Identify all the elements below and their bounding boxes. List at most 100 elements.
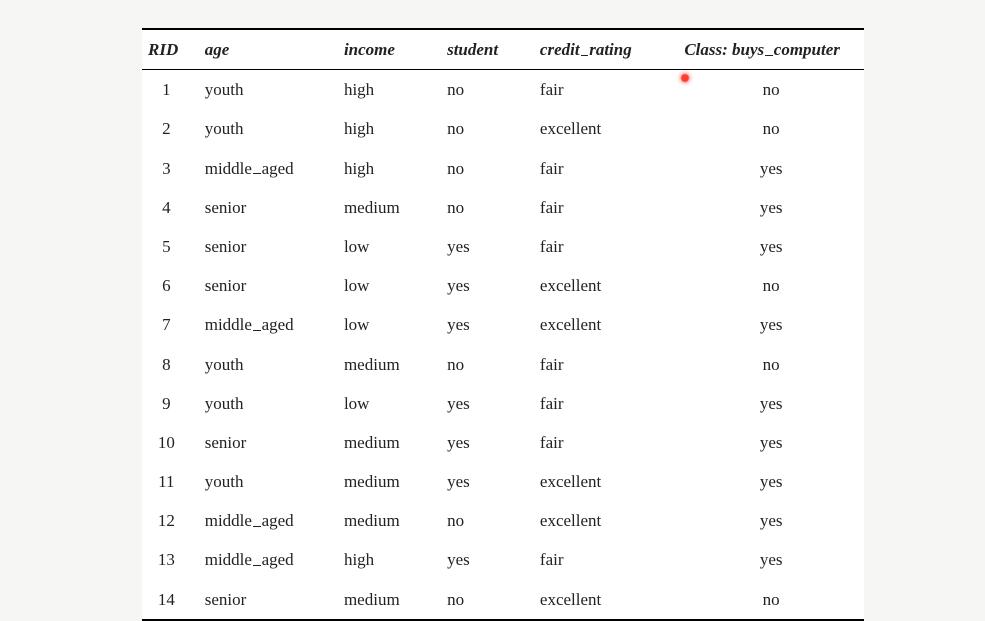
cell-student: yes: [441, 384, 534, 423]
col-header-age: age: [199, 30, 338, 70]
cell-income: medium: [338, 501, 441, 540]
table-row: 8youthmediumnofairno: [142, 345, 864, 384]
table-row: 12middleagedmediumnoexcellentyes: [142, 501, 864, 540]
cell-income: medium: [338, 580, 441, 619]
cell-income: medium: [338, 345, 441, 384]
table-row: 2youthhighnoexcellentno: [142, 109, 864, 148]
cell-credit: excellent: [534, 305, 678, 344]
col-header-student: student: [441, 30, 534, 70]
cell-age: youth: [199, 70, 338, 110]
cell-income: low: [338, 384, 441, 423]
cell-age: middleaged: [199, 501, 338, 540]
cell-class: yes: [678, 423, 864, 462]
cell-class: yes: [678, 188, 864, 227]
cell-rid: 14: [142, 580, 199, 619]
cell-class: yes: [678, 462, 864, 501]
cell-class: no: [678, 109, 864, 148]
cell-class: no: [678, 266, 864, 305]
cell-class: no: [678, 70, 864, 110]
cell-income: low: [338, 227, 441, 266]
table-row: 13middleagedhighyesfairyes: [142, 540, 864, 579]
cell-income: high: [338, 149, 441, 188]
cell-student: no: [441, 580, 534, 619]
cell-age: youth: [199, 345, 338, 384]
table-row: 6seniorlowyesexcellentno: [142, 266, 864, 305]
cell-rid: 9: [142, 384, 199, 423]
cell-class: yes: [678, 305, 864, 344]
cell-age: senior: [199, 266, 338, 305]
table-row: 14seniormediumnoexcellentno: [142, 580, 864, 619]
cell-age: youth: [199, 462, 338, 501]
cell-rid: 12: [142, 501, 199, 540]
cell-credit: fair: [534, 188, 678, 227]
cell-rid: 6: [142, 266, 199, 305]
cell-credit: excellent: [534, 501, 678, 540]
cell-credit: fair: [534, 540, 678, 579]
cell-rid: 10: [142, 423, 199, 462]
cell-rid: 2: [142, 109, 199, 148]
cell-income: medium: [338, 188, 441, 227]
cell-rid: 3: [142, 149, 199, 188]
cell-class: yes: [678, 384, 864, 423]
cell-credit: fair: [534, 70, 678, 110]
cell-class: yes: [678, 540, 864, 579]
cell-credit: excellent: [534, 462, 678, 501]
cell-rid: 1: [142, 70, 199, 110]
cell-student: no: [441, 70, 534, 110]
cell-class: no: [678, 345, 864, 384]
table-row: 10seniormediumyesfairyes: [142, 423, 864, 462]
cell-age: senior: [199, 423, 338, 462]
table-row: 4seniormediumnofairyes: [142, 188, 864, 227]
cell-student: no: [441, 188, 534, 227]
cell-age: youth: [199, 109, 338, 148]
cell-rid: 8: [142, 345, 199, 384]
cell-credit: fair: [534, 384, 678, 423]
table-header-row: RID age income student creditrating Clas…: [142, 30, 864, 70]
cell-income: high: [338, 70, 441, 110]
cell-student: yes: [441, 540, 534, 579]
cell-credit: excellent: [534, 580, 678, 619]
table-row: 1youthhighnofairno: [142, 70, 864, 110]
cell-class: yes: [678, 501, 864, 540]
cell-class: yes: [678, 227, 864, 266]
cell-student: yes: [441, 227, 534, 266]
cell-income: high: [338, 540, 441, 579]
cell-rid: 13: [142, 540, 199, 579]
cell-age: middleaged: [199, 305, 338, 344]
cell-student: yes: [441, 462, 534, 501]
cell-rid: 4: [142, 188, 199, 227]
cell-student: no: [441, 501, 534, 540]
table-row: 3middleagedhighnofairyes: [142, 149, 864, 188]
cell-student: no: [441, 149, 534, 188]
cell-income: low: [338, 266, 441, 305]
cell-income: medium: [338, 462, 441, 501]
cell-age: senior: [199, 188, 338, 227]
col-header-income: income: [338, 30, 441, 70]
table-row: 5seniorlowyesfairyes: [142, 227, 864, 266]
cell-credit: excellent: [534, 109, 678, 148]
col-header-class: Class: buyscomputer: [678, 30, 864, 70]
cell-age: senior: [199, 227, 338, 266]
cell-student: no: [441, 345, 534, 384]
cell-income: high: [338, 109, 441, 148]
cell-age: middleaged: [199, 149, 338, 188]
cell-rid: 5: [142, 227, 199, 266]
cell-age: middleaged: [199, 540, 338, 579]
data-table-wrapper: RID age income student creditrating Clas…: [142, 28, 864, 621]
cell-credit: fair: [534, 423, 678, 462]
table-row: 7middleagedlowyesexcellentyes: [142, 305, 864, 344]
col-header-rid: RID: [142, 30, 199, 70]
cell-income: medium: [338, 423, 441, 462]
col-header-credit: creditrating: [534, 30, 678, 70]
cell-student: no: [441, 109, 534, 148]
data-table: RID age income student creditrating Clas…: [142, 30, 864, 619]
cell-student: yes: [441, 266, 534, 305]
cell-credit: fair: [534, 149, 678, 188]
table-body: 1youthhighnofairno2youthhighnoexcellentn…: [142, 70, 864, 619]
cell-income: low: [338, 305, 441, 344]
cell-class: no: [678, 580, 864, 619]
table-row: 9youthlowyesfairyes: [142, 384, 864, 423]
cell-class: yes: [678, 149, 864, 188]
cell-rid: 7: [142, 305, 199, 344]
cell-student: yes: [441, 305, 534, 344]
